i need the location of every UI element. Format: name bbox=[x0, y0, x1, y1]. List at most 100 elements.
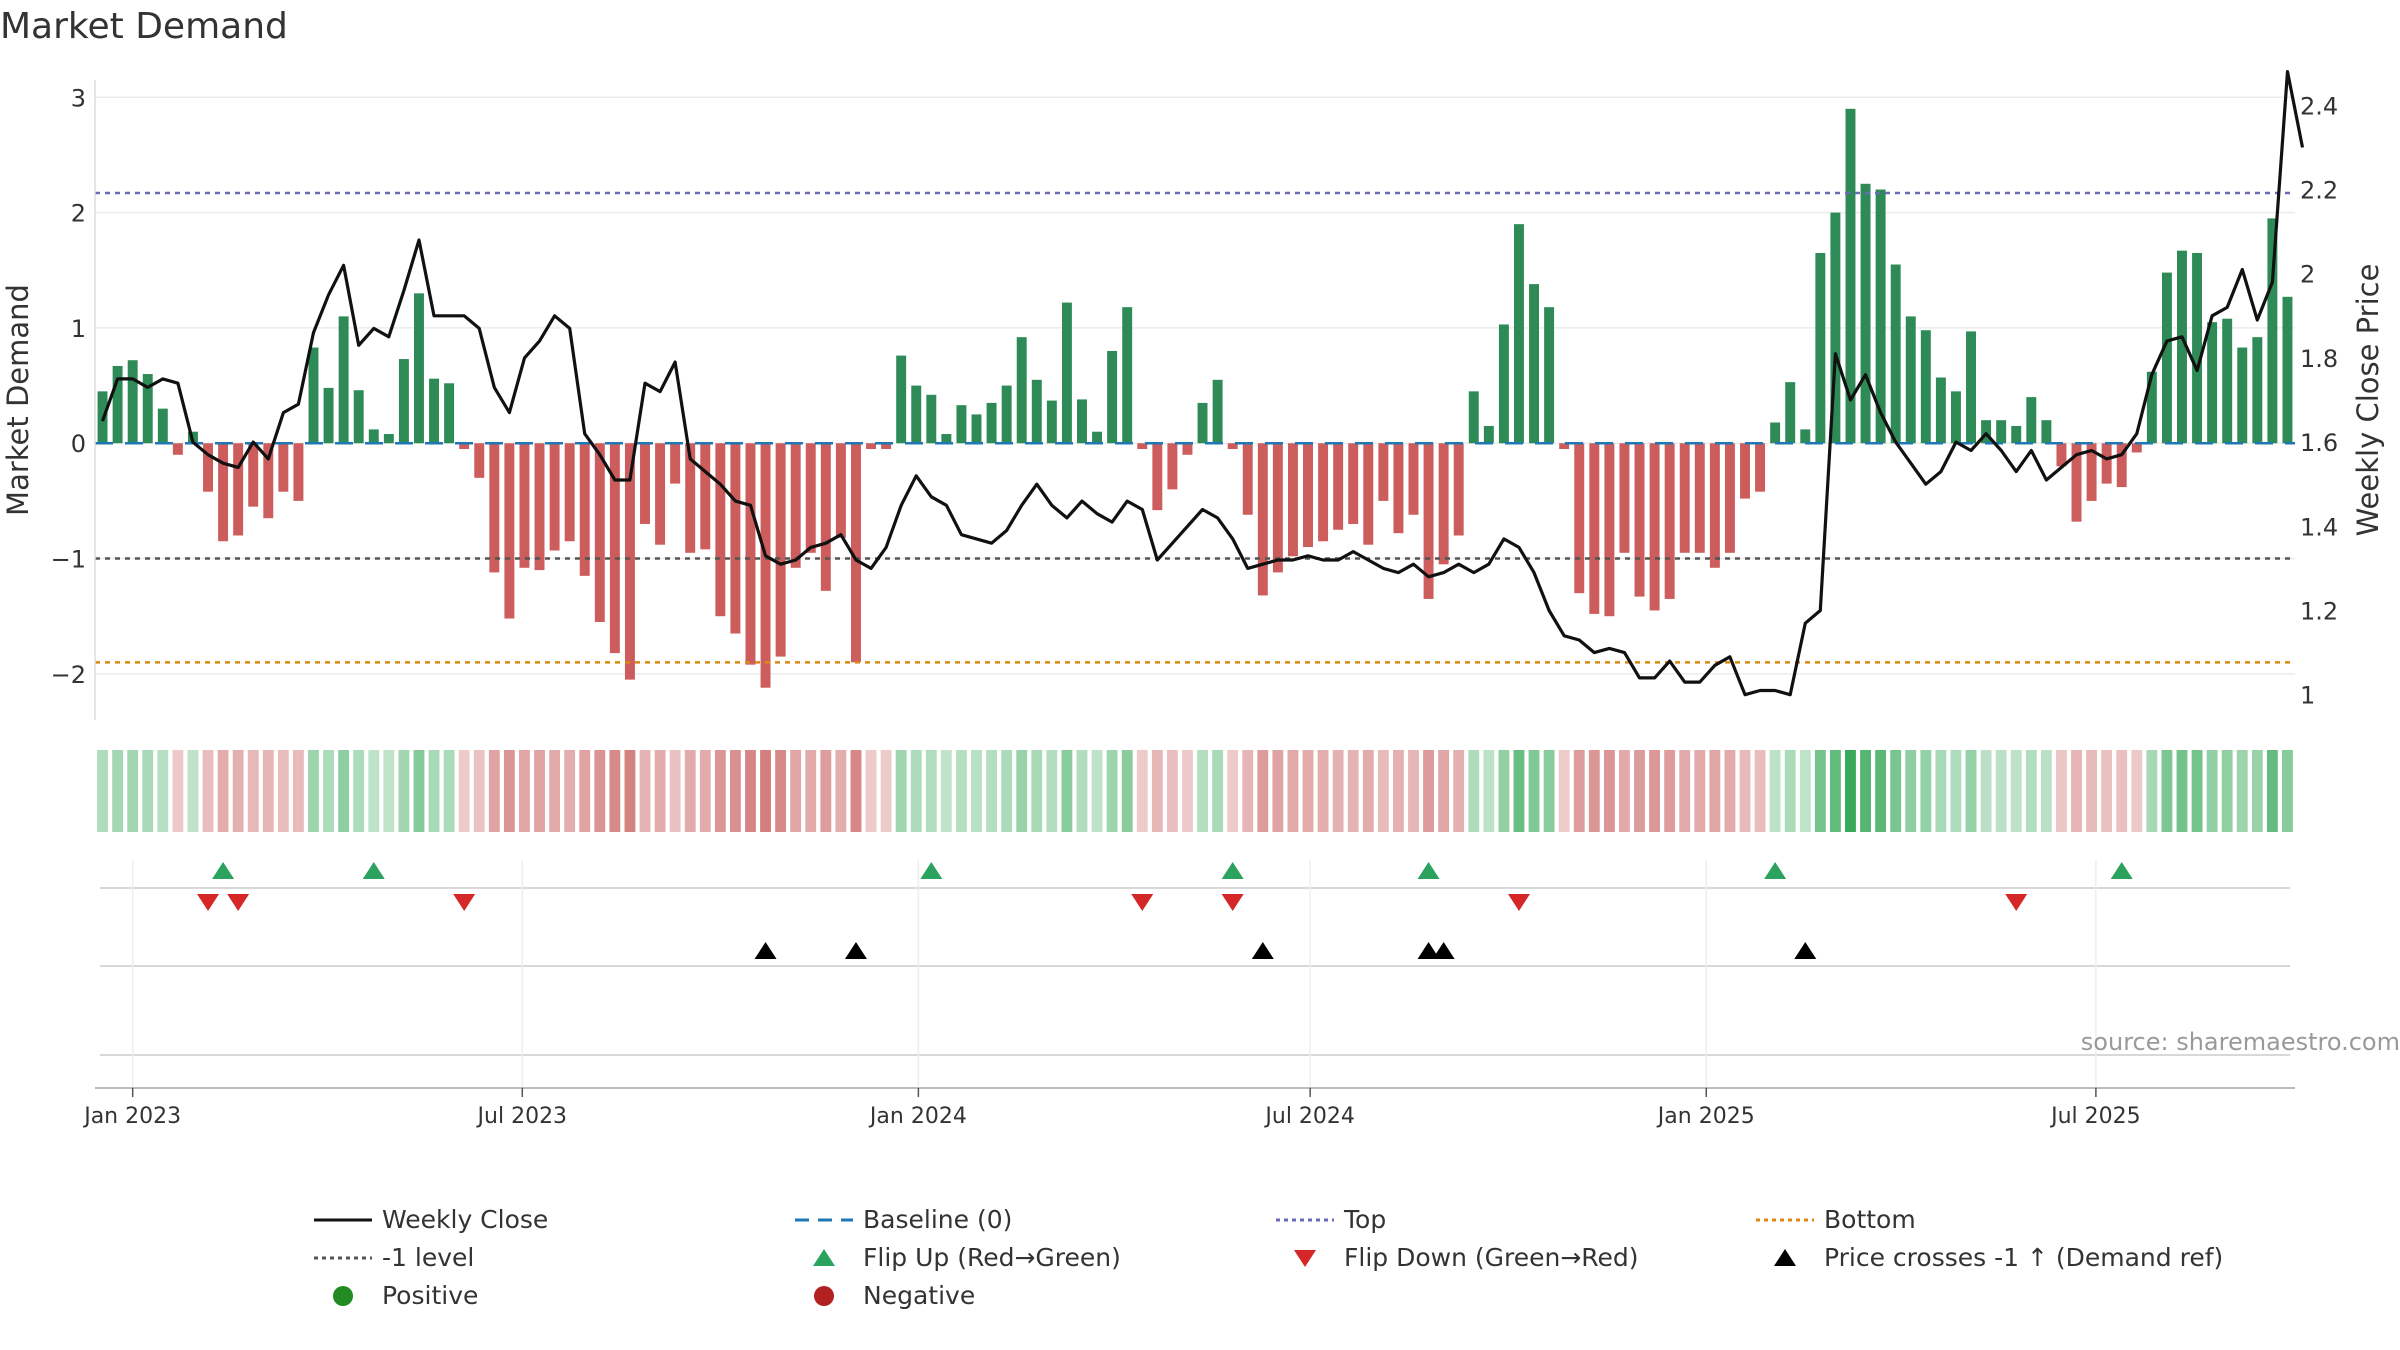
heat-cell bbox=[2236, 750, 2248, 832]
legend-label: Weekly Close bbox=[382, 1205, 549, 1234]
heat-cell bbox=[1016, 750, 1028, 832]
heat-cell bbox=[1890, 750, 1902, 832]
heat-cell bbox=[202, 750, 214, 832]
negative-bar bbox=[1634, 443, 1645, 597]
flip-down-marker bbox=[1507, 894, 1530, 911]
heat-cell bbox=[1151, 750, 1163, 832]
heat-cell bbox=[157, 750, 169, 832]
heat-cell bbox=[1393, 750, 1404, 832]
heat-cell bbox=[2191, 750, 2203, 832]
legend-label: Flip Up (Red→Green) bbox=[863, 1243, 1121, 1272]
heat-cell bbox=[1920, 750, 1932, 832]
heat-cell bbox=[1362, 750, 1374, 832]
heat-cell bbox=[880, 750, 892, 832]
negative-bar bbox=[1152, 443, 1163, 511]
y-tick-label: 2 bbox=[71, 200, 86, 228]
heat-cell bbox=[1166, 750, 1178, 832]
negative-bar bbox=[655, 443, 666, 545]
positive-bar bbox=[1092, 431, 1103, 444]
y-tick-label: 1 bbox=[71, 315, 86, 343]
heat-cell bbox=[2251, 750, 2263, 832]
heat-cell bbox=[2116, 750, 2128, 832]
heat-cell bbox=[1950, 750, 1962, 832]
grid bbox=[95, 96, 2295, 675]
positive-bar bbox=[1890, 264, 1901, 444]
positive-bar bbox=[1031, 379, 1042, 444]
dot-icon bbox=[333, 1285, 353, 1306]
legend-item-baseline: Baseline (0) bbox=[791, 1205, 1012, 1234]
positive-bar bbox=[1016, 337, 1027, 444]
heat-cell bbox=[1935, 750, 1947, 832]
heat-cell bbox=[1408, 750, 1419, 832]
heat-cell bbox=[1468, 750, 1480, 832]
positive-bar bbox=[444, 383, 455, 444]
flip-down-marker bbox=[2005, 894, 2028, 911]
heat-cell bbox=[2266, 750, 2278, 832]
heat-cell bbox=[2010, 750, 2022, 832]
heat-cell bbox=[1634, 750, 1645, 832]
dashed-line-icon bbox=[795, 1218, 853, 1221]
positive-bar bbox=[1860, 183, 1871, 444]
positive-bar bbox=[986, 402, 997, 444]
heat-cell bbox=[1814, 750, 1826, 832]
legend-item-top: Top bbox=[1272, 1205, 1386, 1234]
negative-bar bbox=[233, 443, 244, 536]
heat-cell bbox=[1483, 750, 1495, 832]
axes: −2 −1 0 1 2 3 1 1.2 1.4 1.6 1.8 2 2.2 2.4 bbox=[51, 80, 2338, 720]
heat-cell bbox=[986, 750, 997, 832]
negative-bar bbox=[1709, 443, 1720, 568]
negative-bar bbox=[775, 443, 786, 657]
heat-cell bbox=[353, 750, 365, 832]
negative-bar bbox=[594, 443, 605, 622]
legend-item-positive: Positive bbox=[310, 1281, 478, 1310]
negative-bar bbox=[1363, 443, 1374, 545]
heat-cell bbox=[127, 750, 139, 832]
negative-bar bbox=[866, 443, 876, 450]
heat-cell bbox=[1061, 750, 1073, 832]
heat-cell bbox=[729, 750, 741, 832]
solid-line-icon bbox=[314, 1218, 372, 1221]
heat-cell bbox=[699, 750, 711, 832]
heat-cell bbox=[1754, 750, 1766, 832]
negative-bar bbox=[1574, 443, 1585, 594]
y2-tick-label: 1 bbox=[2300, 682, 2315, 710]
positive-bar bbox=[1935, 377, 1946, 444]
negative-bar bbox=[1378, 443, 1389, 501]
legend: Weekly Close Baseline (0) Top Bottom -1 … bbox=[0, 1205, 2400, 1325]
heat-cell bbox=[1317, 750, 1329, 832]
negative-bar bbox=[1724, 443, 1735, 553]
heat-cell bbox=[2131, 750, 2143, 832]
negative-bar bbox=[549, 443, 560, 551]
positive-bar bbox=[971, 414, 982, 444]
triangle-up-icon bbox=[813, 1248, 835, 1266]
heat-cell bbox=[1001, 750, 1013, 832]
heat-cell bbox=[549, 750, 561, 832]
legend-label: Price crosses -1 ↑ (Demand ref) bbox=[1824, 1243, 2224, 1272]
positive-bar bbox=[1800, 429, 1811, 444]
negative-bar bbox=[881, 443, 892, 450]
heat-cell bbox=[1528, 750, 1540, 832]
legend-item-minus-one: -1 level bbox=[310, 1243, 474, 1272]
positive-bar bbox=[2177, 250, 2187, 444]
heat-cell bbox=[1769, 750, 1781, 832]
heat-cell bbox=[820, 750, 832, 832]
positive-bar bbox=[2161, 272, 2172, 444]
negative-bar bbox=[1559, 443, 1570, 450]
flip-down-marker bbox=[453, 894, 476, 911]
negative-bar bbox=[1393, 443, 1404, 534]
positive-bar bbox=[1498, 324, 1509, 444]
positive-bar bbox=[398, 359, 409, 444]
heat-cell bbox=[1136, 750, 1148, 832]
heat-cell bbox=[1845, 750, 1856, 832]
heat-cell bbox=[1619, 750, 1630, 832]
legend-label: Positive bbox=[382, 1281, 479, 1310]
y2-tick-label: 2 bbox=[2300, 261, 2315, 289]
negative-bar bbox=[1182, 443, 1193, 455]
y-tick-label: 0 bbox=[71, 430, 86, 458]
x-tick-label: Jan 2024 bbox=[868, 1104, 967, 1129]
positive-bar bbox=[941, 434, 952, 444]
y2-tick-label: 2.4 bbox=[2300, 92, 2338, 120]
heat-cell bbox=[1302, 750, 1314, 832]
negative-bar bbox=[1453, 443, 1464, 536]
heat-cell bbox=[1784, 750, 1796, 832]
